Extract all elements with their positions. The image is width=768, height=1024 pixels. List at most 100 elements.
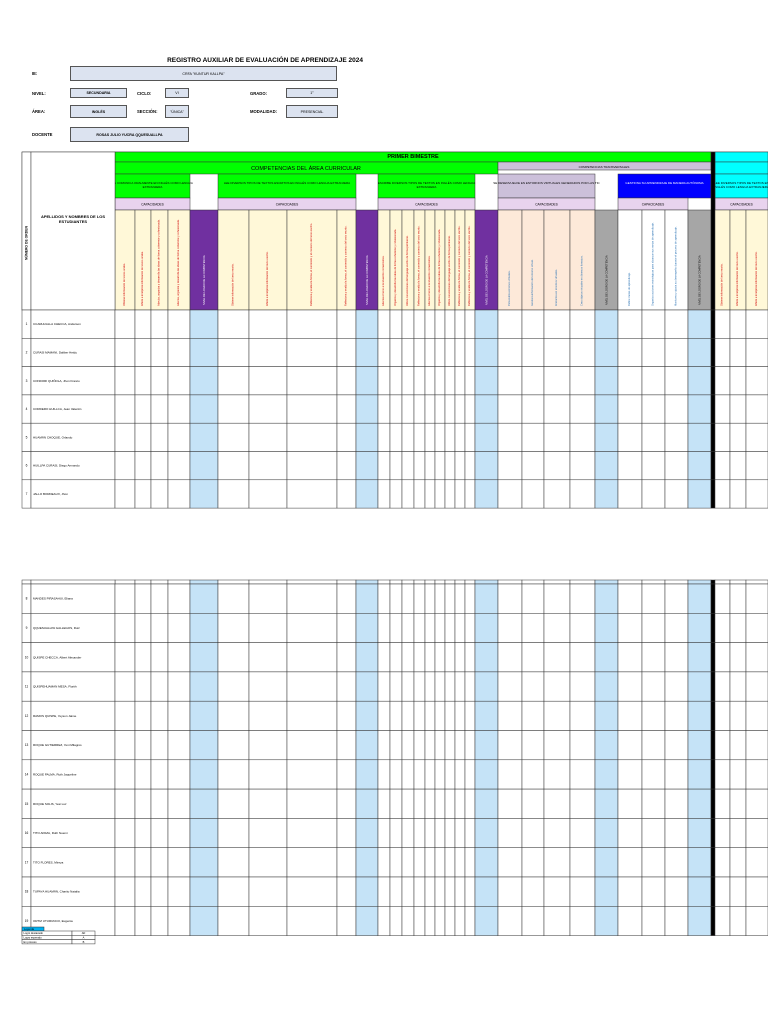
grade-cell — [114, 847, 136, 878]
student-name: RAMOS QUISPE, Yeyson Jaime — [33, 714, 77, 718]
grade-cell — [377, 671, 391, 702]
grade-cell — [286, 613, 338, 643]
grade-cell — [474, 451, 499, 481]
capacity-label: Infiere e interpreta información de text… — [140, 251, 144, 306]
grade-cell — [150, 642, 169, 673]
grade-cell — [377, 583, 391, 614]
bimestre-bar-next — [714, 151, 768, 163]
grade-cell — [641, 788, 666, 819]
grade-cell — [401, 479, 415, 509]
grade-cell — [189, 394, 219, 424]
grade-cell — [336, 366, 357, 396]
grade-cell — [454, 876, 466, 907]
grade-cell — [687, 583, 712, 614]
grade-cell — [377, 394, 391, 424]
grade-cell — [641, 366, 666, 396]
grade-cell — [664, 847, 689, 878]
grado-field: 1° — [286, 88, 338, 98]
grade-cell — [114, 818, 136, 848]
grade-cell — [543, 818, 571, 848]
student-name-cell — [30, 394, 116, 424]
capacity-column-header — [217, 209, 250, 311]
grade-cell — [286, 876, 338, 907]
legend-label: En proceso — [24, 940, 38, 944]
grade-cell — [424, 583, 436, 614]
grade-cell — [714, 847, 731, 878]
grade-cell — [389, 759, 403, 790]
grade-cell — [497, 730, 523, 761]
competencias-transversales-title: COMPETENCIAS TRANSVERSALES — [579, 165, 630, 169]
capacity-label: Organiza acciones estratégicas para alca… — [651, 222, 655, 306]
grade-cell — [474, 788, 499, 819]
row-number: 16 — [25, 831, 29, 835]
grade-cell — [664, 818, 689, 848]
bimestre-title: PRIMER BIMESTRE — [387, 154, 439, 160]
grade-cell — [474, 583, 499, 614]
student-name: ROQUE PALMA, Ruth Jaqueline — [33, 772, 77, 776]
capacity-label: Organiza y desarrolla las ideas de forma… — [393, 229, 397, 306]
student-name: CCARHUALLA CHECCA, Anderson — [33, 322, 81, 326]
grade-cell — [114, 338, 136, 367]
competency-title: SE DESENVUELVE EN ENTORNOS VIRTUALES GEN… — [493, 181, 600, 185]
grade-cell — [729, 700, 747, 731]
grade-cell — [543, 422, 571, 452]
grade-cell — [617, 479, 643, 509]
grade-cell — [413, 671, 426, 702]
grade-cell — [664, 479, 689, 509]
grade-cell — [413, 479, 426, 509]
grade-cell — [444, 906, 456, 936]
grade-cell — [413, 730, 426, 761]
grade-cell — [248, 394, 288, 424]
grade-cell — [377, 451, 391, 481]
grade-cell — [355, 730, 379, 761]
grade-cell — [286, 700, 338, 731]
area-label: ÁREA: — [32, 109, 46, 114]
grade-cell — [389, 876, 403, 907]
grade-cell — [521, 730, 545, 761]
grade-cell — [286, 451, 338, 481]
grade-cell — [189, 876, 219, 907]
grade-cell — [641, 583, 666, 614]
grade-cell — [497, 818, 523, 848]
capacity-label: Reflexiona y evalúa la forma, el conteni… — [457, 225, 461, 306]
grade-cell — [444, 730, 456, 761]
grade-cell — [745, 906, 768, 936]
grade-cell — [641, 876, 666, 907]
grade-cell — [389, 847, 403, 878]
grade-cell — [729, 759, 747, 790]
grade-cell — [167, 366, 191, 396]
grade-cell — [569, 366, 596, 396]
grade-cell — [714, 671, 731, 702]
capacidades-label: CAPACIDADES — [642, 203, 665, 207]
grade-cell — [664, 759, 689, 790]
grade-cell — [714, 906, 731, 936]
grade-cell — [401, 876, 415, 907]
grade-cell — [413, 366, 426, 396]
thick-separator — [710, 583, 716, 614]
grade-cell — [641, 759, 666, 790]
capacity-label: Infiere e interpreta información del tex… — [735, 251, 739, 306]
grade-cell — [286, 579, 338, 585]
grade-cell — [424, 309, 436, 339]
row-number: 10 — [25, 655, 29, 659]
grade-cell — [150, 730, 169, 761]
capacity-label: Organiza y desarrolla las ideas de forma… — [437, 229, 441, 306]
grade-cell — [189, 613, 219, 643]
grade-cell — [434, 906, 446, 936]
grade-cell — [714, 730, 731, 761]
grade-cell — [714, 583, 731, 614]
grade-cell — [543, 876, 571, 907]
grade-cell — [167, 788, 191, 819]
grade-cell — [454, 366, 466, 396]
grade-cell — [248, 671, 288, 702]
grade-cell — [217, 906, 250, 936]
grade-cell — [424, 338, 436, 367]
grade-cell — [355, 847, 379, 878]
thick-separator — [710, 876, 716, 907]
grade-cell — [687, 671, 712, 702]
grade-cell — [617, 671, 643, 702]
grade-cell — [336, 906, 357, 936]
capacity-label: Obtiene información del texto escrito. — [720, 263, 724, 306]
grade-cell — [687, 759, 712, 790]
grade-cell — [454, 422, 466, 452]
